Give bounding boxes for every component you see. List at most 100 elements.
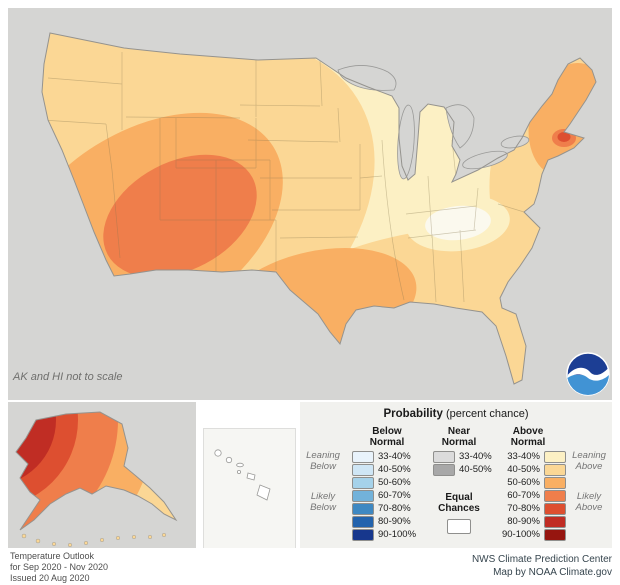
- lake-huron: [445, 104, 475, 149]
- conus-map: [8, 8, 612, 400]
- legend-range-label: 40-50%: [507, 464, 540, 475]
- legend-row: 80-90%: [344, 515, 430, 528]
- aleutian-island-dot: [99, 537, 105, 543]
- legend-range-label: 60-70%: [507, 490, 540, 501]
- legend-row: 90-100%: [488, 528, 568, 541]
- legend-row: 33-40%: [430, 450, 492, 463]
- island-oahu: [225, 456, 233, 464]
- legend-panel: Probability (percent chance) Leaning Bel…: [300, 402, 612, 548]
- inset-note: AK and HI not to scale: [13, 371, 123, 383]
- aleutian-island-dot: [147, 534, 153, 540]
- hawaiian-islands: [214, 449, 271, 501]
- aleutian-island-dot: [51, 541, 57, 547]
- footer: Temperature Outlook for Sep 2020 - Nov 2…: [0, 548, 620, 585]
- legend-row: 40-50%: [344, 463, 430, 476]
- zone-equal-chances: [425, 205, 491, 241]
- hawaii-inset: [203, 428, 296, 550]
- aleutian-island-dot: [161, 532, 167, 538]
- noaa-logo-icon: [566, 352, 610, 396]
- legend-swatch: [352, 515, 374, 528]
- legend-swatch: [352, 450, 374, 463]
- likely-above-label: Likely Above: [575, 491, 603, 513]
- alaska-map: [15, 411, 178, 548]
- aleutian-island-dot: [21, 533, 27, 539]
- aleutian-island-dot: [115, 535, 121, 541]
- legend-swatch: [352, 489, 374, 502]
- below-normal-header-text: Below Normal: [369, 426, 405, 448]
- ak-zone-above-80: [16, 412, 56, 486]
- island-kauai: [214, 449, 222, 457]
- likely-below-label: Likely Below: [310, 491, 336, 513]
- legend-row: 90-100%: [344, 528, 430, 541]
- legend-row: 40-50%: [430, 463, 492, 476]
- leaning-below-label: Leaning Below: [306, 450, 340, 472]
- island-hawaii: [256, 484, 271, 501]
- island-molokai: [236, 462, 244, 468]
- legend-range-label: 50-60%: [378, 477, 411, 488]
- noaa-logo-art: [567, 366, 609, 395]
- legend-range-label: 80-90%: [378, 516, 411, 527]
- legend-row: 70-80%: [344, 502, 430, 515]
- footer-left: Temperature Outlook for Sep 2020 - Nov 2…: [10, 551, 108, 584]
- legend-swatch: [544, 489, 566, 502]
- aleutian-island-dot: [131, 534, 137, 540]
- alaska-inset: [8, 402, 196, 548]
- legend-swatch: [544, 528, 566, 541]
- equal-chances-label: Equal Chances: [438, 492, 480, 514]
- legend-swatch: [433, 463, 455, 476]
- legend-swatch: [352, 502, 374, 515]
- ak-zone-above-60: [16, 412, 118, 530]
- legend-swatch: [544, 463, 566, 476]
- legend-right-labels: Leaning Above Likely Above: [568, 424, 610, 541]
- legend-range-label: 40-50%: [378, 464, 411, 475]
- footer-credits: NWS Climate Prediction Center Map by NOA…: [472, 553, 612, 579]
- legend-row: 60-70%: [344, 489, 430, 502]
- aleutian-island-dot: [83, 540, 89, 546]
- legend-range-label: 70-80%: [507, 503, 540, 514]
- legend-range-label: 80-90%: [507, 516, 540, 527]
- legend-below-column: Below Normal 33-40% 40-50% 50-60% 60-70%…: [344, 424, 430, 541]
- zone-above-70-ct: [557, 132, 571, 142]
- near-normal-header-text: Near Normal: [441, 426, 477, 448]
- legend-row: 33-40%: [488, 450, 568, 463]
- footer-title: Temperature Outlook: [10, 551, 95, 561]
- footer-credit-climategov: Map by NOAA Climate.gov: [493, 567, 612, 578]
- aleutian-island-dot: [67, 542, 73, 548]
- legend-range-label: 33-40%: [459, 451, 492, 462]
- island-lanai: [237, 470, 242, 475]
- legend-range-label: 70-80%: [378, 503, 411, 514]
- footer-period: for Sep 2020 - Nov 2020: [10, 562, 109, 572]
- equal-chances-swatch: [447, 519, 471, 534]
- legend-row: 50-60%: [344, 476, 430, 489]
- legend-row: 40-50%: [488, 463, 568, 476]
- footer-issued: Issued 20 Aug 2020: [10, 573, 90, 583]
- aleutian-islands: [21, 532, 167, 548]
- legend-title-word: Probability: [383, 408, 443, 420]
- legend-swatch: [352, 476, 374, 489]
- legend-above-column: Above Normal 33-40% 40-50% 50-60% 60-70%…: [488, 424, 568, 541]
- alaska-probability-zones: [16, 412, 176, 530]
- zone-above-60-fourcorners: [103, 154, 257, 278]
- above-normal-header: Above Normal: [488, 424, 568, 448]
- state-borders: [42, 52, 525, 303]
- below-normal-header: Below Normal: [344, 424, 430, 448]
- legend-range-label: 90-100%: [501, 529, 540, 540]
- legend-swatch: [544, 515, 566, 528]
- lake-superior: [337, 65, 397, 91]
- noaa-seagull-icon: [567, 366, 609, 381]
- legend-title-suffix: (percent chance): [442, 408, 529, 420]
- lake-erie: [462, 150, 508, 170]
- legend-swatch: [352, 528, 374, 541]
- legend-title: Probability (percent chance): [300, 408, 612, 420]
- legend-row: 80-90%: [488, 515, 568, 528]
- leaning-above-label: Leaning Above: [572, 450, 606, 472]
- legend-range-label: 90-100%: [378, 529, 417, 540]
- legend-range-label: 50-60%: [507, 477, 540, 488]
- legend-row: 60-70%: [488, 489, 568, 502]
- aleutian-island-dot: [35, 538, 41, 544]
- legend-columns: Leaning Below Likely Below Below Normal …: [302, 424, 610, 541]
- legend-row: 33-40%: [344, 450, 430, 463]
- legend-swatch: [352, 463, 374, 476]
- legend-range-label: 33-40%: [378, 451, 411, 462]
